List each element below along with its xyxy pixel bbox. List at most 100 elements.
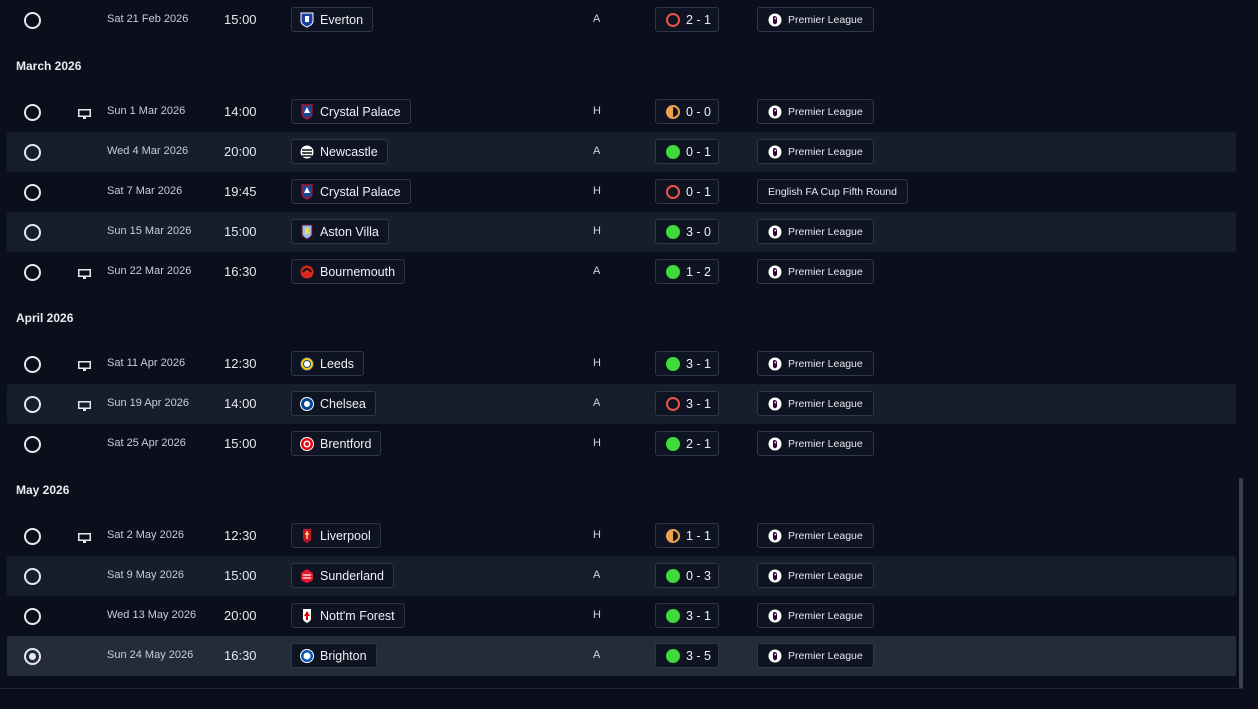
venue: A bbox=[593, 265, 601, 277]
tv-icon bbox=[78, 358, 91, 371]
competition-name: Premier League bbox=[788, 397, 863, 410]
win-indicator-icon bbox=[666, 568, 680, 583]
select-radio[interactable] bbox=[24, 184, 41, 201]
result-button[interactable]: 3 - 1 bbox=[655, 351, 719, 376]
select-radio[interactable] bbox=[24, 356, 41, 373]
competition-button[interactable]: Premier League bbox=[757, 99, 874, 124]
score: 0 - 1 bbox=[686, 144, 712, 159]
fixture-row[interactable]: Sat 11 Apr 2026 12:30 Leeds H 3 - 1 Premier L… bbox=[7, 344, 1236, 384]
scrollbar-thumb[interactable] bbox=[1239, 478, 1243, 688]
result-button[interactable]: 3 - 0 bbox=[655, 219, 719, 244]
month-label: April 2026 bbox=[16, 311, 74, 325]
opponent-button[interactable]: Crystal Palace bbox=[291, 99, 411, 124]
select-radio[interactable] bbox=[24, 224, 41, 241]
competition-name: Premier League bbox=[788, 569, 863, 582]
competition-name: Premier League bbox=[788, 265, 863, 278]
opponent-button[interactable]: Crystal Palace bbox=[291, 179, 411, 204]
select-radio[interactable] bbox=[24, 104, 41, 121]
opponent-button[interactable]: Newcastle bbox=[291, 139, 388, 164]
opponent-button[interactable]: Brentford bbox=[291, 431, 382, 456]
fixture-row[interactable]: Sat 21 Feb 2026 15:00 Everton A 2 - 1 Premier… bbox=[7, 0, 1236, 40]
competition-button[interactable]: Premier League bbox=[757, 391, 874, 416]
competition-button[interactable]: Premier League bbox=[757, 139, 874, 164]
opponent-button[interactable]: Brighton bbox=[291, 643, 377, 668]
fixture-row[interactable]: Sun 1 Mar 2026 14:00 Crystal Palace H 0 - 0 P… bbox=[7, 92, 1236, 132]
month-label: May 2026 bbox=[16, 483, 70, 497]
competition-button[interactable]: Premier League bbox=[757, 563, 874, 588]
fixture-time: 14:00 bbox=[224, 104, 257, 119]
chelsea-crest-icon bbox=[300, 396, 314, 412]
fixture-row[interactable]: Sat 25 Apr 2026 15:00 Brentford H 2 - 1 Premi… bbox=[7, 424, 1236, 464]
liverpool-crest-icon bbox=[300, 528, 314, 544]
select-radio[interactable] bbox=[24, 648, 41, 665]
opponent-button[interactable]: Aston Villa bbox=[291, 219, 389, 244]
result-button[interactable]: 0 - 3 bbox=[655, 563, 719, 588]
venue: H bbox=[593, 185, 601, 197]
competition-button[interactable]: Premier League bbox=[757, 603, 874, 628]
competition-button[interactable]: Premier League bbox=[757, 643, 874, 668]
select-radio[interactable] bbox=[24, 264, 41, 281]
result-button[interactable]: 3 - 1 bbox=[655, 603, 719, 628]
fixture-row[interactable]: Sun 15 Mar 2026 15:00 Aston Villa H 3 - 0 Pre… bbox=[7, 212, 1236, 252]
select-radio[interactable] bbox=[24, 12, 41, 29]
select-radio[interactable] bbox=[24, 396, 41, 413]
opponent-button[interactable]: Sunderland bbox=[291, 563, 394, 588]
opponent-name: Newcastle bbox=[320, 144, 378, 159]
select-radio[interactable] bbox=[24, 436, 41, 453]
competition-button[interactable]: English FA Cup Fifth Round bbox=[757, 179, 908, 204]
fixtures-list: Sat 21 Feb 2026 15:00 Everton A 2 - 1 Premier… bbox=[7, 0, 1236, 676]
select-radio[interactable] bbox=[24, 568, 41, 585]
competition-button[interactable]: Premier League bbox=[757, 431, 874, 456]
select-radio[interactable] bbox=[24, 608, 41, 625]
competition-button[interactable]: Premier League bbox=[757, 523, 874, 548]
result-button[interactable]: 0 - 0 bbox=[655, 99, 719, 124]
fixture-date: Sat 25 Apr 2026 bbox=[107, 437, 186, 449]
crystal-palace-crest-icon bbox=[300, 183, 314, 200]
score: 0 - 3 bbox=[686, 568, 712, 583]
fixture-row[interactable]: Sun 22 Mar 2026 16:30 Bournemouth A 1 - 2 Pre… bbox=[7, 252, 1236, 292]
month-header: March 2026 bbox=[7, 40, 1236, 92]
opponent-button[interactable]: Everton bbox=[291, 7, 374, 32]
opponent-button[interactable]: Bournemouth bbox=[291, 259, 406, 284]
premier-league-icon bbox=[768, 569, 782, 583]
fixture-row[interactable]: Sun 24 May 2026 16:30 Brighton A 3 - 5 Premie… bbox=[7, 636, 1236, 676]
premier-league-icon bbox=[768, 649, 782, 663]
venue: H bbox=[593, 225, 601, 237]
opponent-button[interactable]: Liverpool bbox=[291, 523, 381, 548]
result-button[interactable]: 0 - 1 bbox=[655, 179, 719, 204]
result-button[interactable]: 0 - 1 bbox=[655, 139, 719, 164]
competition-button[interactable]: Premier League bbox=[757, 219, 874, 244]
competition-name: Premier League bbox=[788, 609, 863, 622]
select-radio[interactable] bbox=[24, 144, 41, 161]
result-button[interactable]: 3 - 1 bbox=[655, 391, 719, 416]
opponent-button[interactable]: Chelsea bbox=[291, 391, 376, 416]
fixture-date: Sat 2 May 2026 bbox=[107, 529, 185, 541]
fixture-row[interactable]: Sat 9 May 2026 15:00 Sunderland A 0 - 3 Premi… bbox=[7, 556, 1236, 596]
opponent-button[interactable]: Nott'm Forest bbox=[291, 603, 405, 628]
result-button[interactable]: 1 - 1 bbox=[655, 523, 719, 548]
fixture-row[interactable]: Wed 13 May 2026 20:00 Nott'm Forest H 3 - 1 P… bbox=[7, 596, 1236, 636]
opponent-name: Aston Villa bbox=[320, 224, 379, 239]
result-button[interactable]: 2 - 1 bbox=[655, 431, 719, 456]
fixture-row[interactable]: Sat 2 May 2026 12:30 Liverpool H 1 - 1 Premie… bbox=[7, 516, 1236, 556]
competition-button[interactable]: Premier League bbox=[757, 259, 874, 284]
win-indicator-icon bbox=[666, 224, 680, 239]
score: 1 - 1 bbox=[686, 528, 712, 543]
result-button[interactable]: 2 - 1 bbox=[655, 7, 719, 32]
venue: H bbox=[593, 437, 601, 449]
nottm-forest-crest-icon bbox=[300, 608, 314, 624]
fixture-time: 14:00 bbox=[224, 396, 257, 411]
fixture-row[interactable]: Wed 4 Mar 2026 20:00 Newcastle A 0 - 1 Premie… bbox=[7, 132, 1236, 172]
fixture-time: 20:00 bbox=[224, 144, 257, 159]
result-button[interactable]: 1 - 2 bbox=[655, 259, 719, 284]
fixture-row[interactable]: Sun 19 Apr 2026 14:00 Chelsea A 3 - 1 Premier… bbox=[7, 384, 1236, 424]
select-radio[interactable] bbox=[24, 528, 41, 545]
result-button[interactable]: 3 - 5 bbox=[655, 643, 719, 668]
fixture-row[interactable]: Sat 7 Mar 2026 19:45 Crystal Palace H 0 - 1 E… bbox=[7, 172, 1236, 212]
opponent-button[interactable]: Leeds bbox=[291, 351, 365, 376]
competition-button[interactable]: Premier League bbox=[757, 351, 874, 376]
competition-button[interactable]: Premier League bbox=[757, 7, 874, 32]
fixture-time: 15:00 bbox=[224, 12, 257, 27]
premier-league-icon bbox=[768, 357, 782, 371]
fixture-time: 16:30 bbox=[224, 648, 257, 663]
